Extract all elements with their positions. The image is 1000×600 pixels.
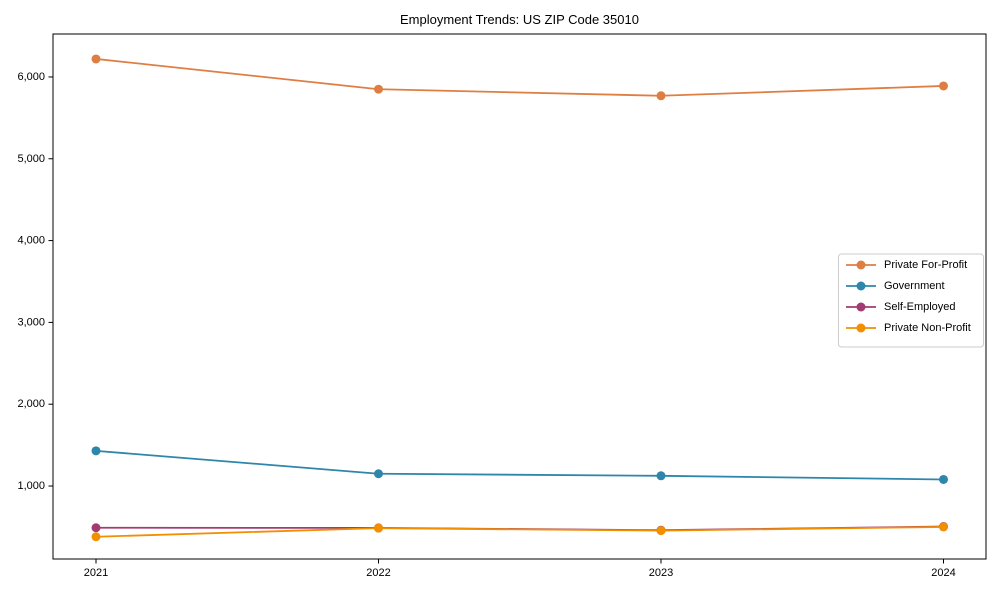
x-axis: 2021 2022 2023 2024: [84, 559, 956, 579]
legend-label: Private For-Profit: [884, 259, 967, 271]
series-private-non-profit: [91, 522, 948, 542]
legend-item: Government: [846, 280, 945, 292]
data-point: [374, 84, 383, 94]
legend-item: Private Non-Profit: [846, 322, 971, 334]
y-tick-label: 5,000: [17, 153, 45, 165]
y-tick-label: 6,000: [17, 71, 45, 83]
y-tick-label: 3,000: [17, 316, 45, 328]
legend-label: Private Non-Profit: [884, 322, 971, 334]
series-private-for-profit: [91, 54, 948, 101]
legend-marker-icon: [856, 302, 866, 312]
data-point: [939, 474, 948, 484]
legend-item: Self-Employed: [846, 301, 956, 313]
data-point: [939, 81, 948, 91]
data-point: [374, 469, 383, 479]
data-point: [656, 526, 666, 536]
legend-marker-icon: [856, 281, 866, 291]
legend-marker-icon: [856, 323, 866, 333]
y-tick-label: 2,000: [17, 398, 45, 410]
data-point: [656, 471, 666, 481]
data-point: [656, 91, 666, 101]
legend-label: Self-Employed: [884, 301, 956, 313]
x-tick-label: 2022: [366, 567, 390, 579]
legend-item: Private For-Profit: [846, 259, 967, 271]
data-point: [91, 523, 101, 533]
series-line: [95, 449, 944, 481]
x-tick-label: 2024: [931, 567, 955, 579]
x-tick-label: 2021: [84, 567, 108, 579]
y-tick-label: 1,000: [17, 480, 45, 492]
legend-marker-icon: [856, 260, 866, 270]
y-axis: 1,000 2,000 3,000 4,000 5,000 6,000: [17, 71, 53, 492]
series-line: [95, 526, 944, 538]
series-government: [91, 446, 948, 484]
data-point: [374, 523, 383, 533]
chart-title: Employment Trends: US ZIP Code 35010: [400, 12, 639, 27]
series-line: [95, 58, 944, 97]
legend-box: [838, 253, 984, 348]
legend: Private For-Profit Government Self-Employe…: [838, 253, 984, 348]
data-point: [91, 532, 101, 542]
y-tick-label: 4,000: [17, 235, 45, 247]
legend-label: Government: [884, 280, 945, 292]
data-point: [939, 522, 948, 532]
data-point: [91, 54, 101, 64]
data-point: [91, 446, 101, 456]
x-tick-label: 2023: [649, 567, 673, 579]
plot-border: [52, 33, 987, 560]
